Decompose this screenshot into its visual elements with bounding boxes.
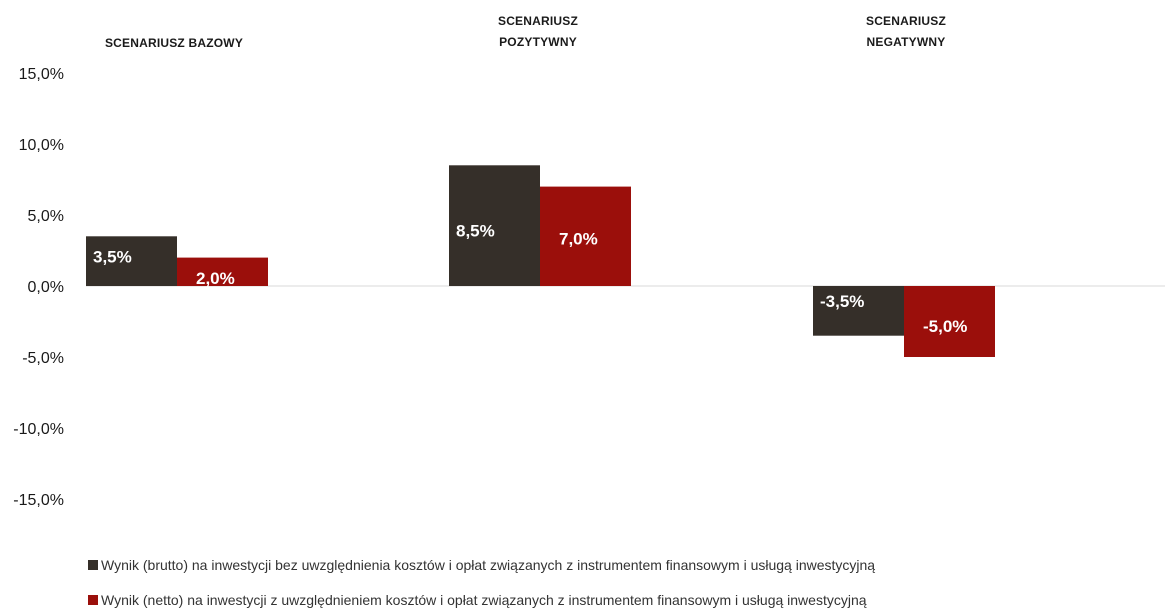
legend-swatch-netto [88,595,98,605]
legend-swatch-brutto [88,560,98,570]
y-tick-label: 0,0% [28,279,64,296]
y-tick-label: -5,0% [22,350,64,367]
bar-chart: 15,0% 10,0% 5,0% 0,0% -5,0% -10,0% -15,0% 3,5% 8… [13,14,1165,509]
y-tick-label: 15,0% [19,66,64,83]
y-tick-label: 10,0% [19,137,64,154]
bar-brutto [449,165,540,286]
data-label: -5,0% [923,317,967,336]
y-tick-label: -10,0% [13,421,64,438]
category-label: NEGATYWNY [867,35,946,49]
legend-label-netto: Wynik (netto) na inwestycji z uwzględnie… [101,592,867,608]
legend-item-brutto: Wynik (brutto) na inwestycji bez uwzględ… [88,557,875,573]
legend-label-brutto: Wynik (brutto) na inwestycji bez uwzględ… [101,557,876,573]
bar-netto [177,257,268,286]
legend-item-netto: Wynik (netto) na inwestycji z uwzględnie… [88,592,867,608]
data-label: 3,5% [93,247,132,266]
y-tick-label: -15,0% [13,492,64,509]
category-label: SCENARIUSZ BAZOWY [105,36,243,50]
bar-netto [904,286,995,357]
bar-netto [540,186,631,286]
data-label: 2,0% [196,269,235,288]
category-label: SCENARIUSZ [866,14,946,28]
bar-brutto [813,286,904,336]
y-tick-label: 5,0% [28,208,64,225]
data-label: -3,5% [820,292,864,311]
category-label: POZYTYWNY [499,35,577,49]
data-label: 8,5% [456,221,495,240]
category-label: SCENARIUSZ [498,14,578,28]
bar-brutto [86,236,177,286]
data-label: 7,0% [559,230,598,249]
